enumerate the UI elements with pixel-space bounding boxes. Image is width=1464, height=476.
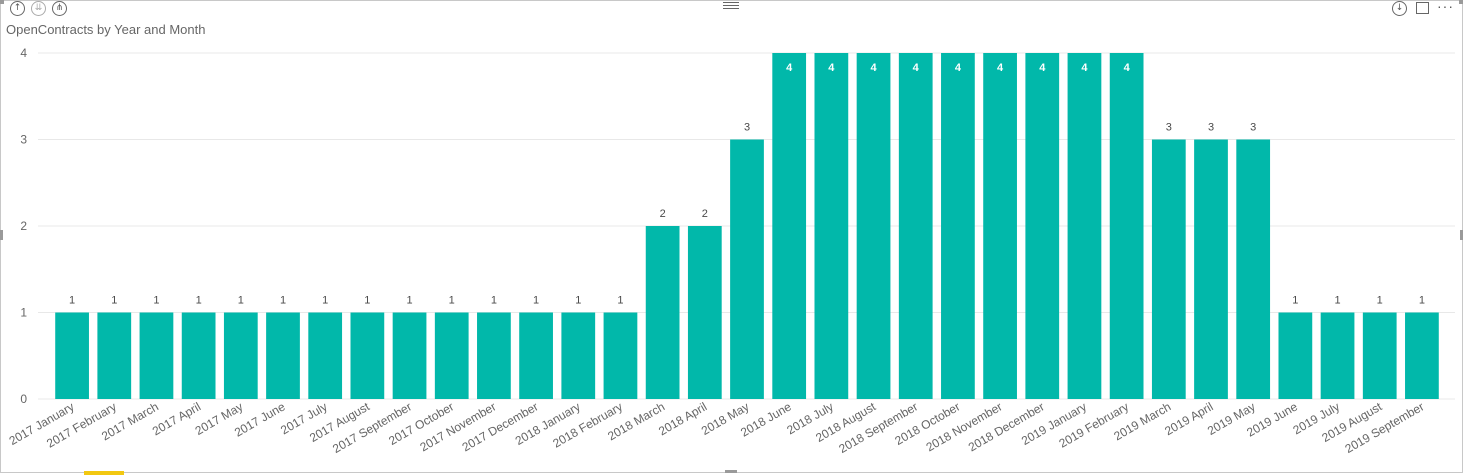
bar: [983, 53, 1017, 399]
data-label: 3: [1250, 122, 1256, 134]
chart-title: OpenContracts by Year and Month: [6, 22, 206, 37]
data-label: 1: [617, 295, 623, 307]
bar: [1151, 139, 1186, 399]
drag-grip-icon[interactable]: [723, 2, 739, 10]
y-tick-label: 2: [20, 219, 27, 233]
bar: [687, 226, 722, 399]
data-label: 4: [955, 62, 962, 74]
data-label: 1: [111, 295, 117, 307]
y-tick-label: 1: [20, 306, 27, 320]
bar: [1320, 312, 1355, 399]
bar: [477, 312, 511, 399]
data-label: 1: [491, 295, 497, 307]
bar: [350, 312, 385, 399]
more-options-icon[interactable]: ···: [1437, 0, 1454, 14]
visual-header: ↑ ⇊ ⋔ ↓ ···: [1, 0, 1464, 19]
bar: [1405, 312, 1439, 399]
bar: [603, 312, 638, 399]
data-label: 1: [575, 295, 581, 307]
bar: [730, 139, 764, 399]
y-tick-label: 0: [20, 392, 27, 406]
bar: [55, 312, 89, 399]
bar: [772, 53, 807, 399]
bar: [266, 312, 300, 399]
y-tick-label: 4: [20, 46, 27, 60]
bar: [308, 312, 343, 399]
data-label: 1: [196, 295, 202, 307]
bar: [434, 312, 469, 399]
bar: [1194, 139, 1228, 399]
arrow-up-icon: ↑: [13, 3, 22, 13]
data-label: 2: [702, 208, 708, 220]
bar: [1067, 53, 1102, 399]
data-label: 3: [1166, 122, 1172, 134]
data-label: 1: [1334, 295, 1340, 307]
bar: [1236, 139, 1271, 399]
data-label: 1: [1292, 295, 1298, 307]
data-label: 1: [364, 295, 370, 307]
double-arrow-down-icon: ⇊: [34, 3, 43, 13]
x-tick-label: 2019 April: [1162, 399, 1215, 438]
page-tab-indicator: [84, 471, 124, 475]
bar: [139, 312, 174, 399]
data-label: 1: [238, 295, 244, 307]
data-label: 4: [870, 62, 877, 74]
data-label: 1: [280, 295, 286, 307]
expand-hierarchy-button[interactable]: ⋔: [52, 1, 67, 16]
resize-handle-top-right[interactable]: [1459, 0, 1463, 4]
data-label: 1: [533, 295, 539, 307]
bar: [97, 312, 132, 399]
drill-mode-button[interactable]: ↓: [1392, 1, 1407, 16]
data-label: 4: [786, 62, 793, 74]
bar: [392, 312, 427, 399]
data-label: 1: [69, 295, 75, 307]
bar: [1278, 312, 1313, 399]
bar: [561, 312, 596, 399]
data-label: 4: [1039, 62, 1046, 74]
data-label: 1: [449, 295, 455, 307]
x-tick-label: 2018 April: [656, 399, 709, 438]
bar: [181, 312, 216, 399]
bar: [645, 226, 680, 399]
data-label: 1: [322, 295, 328, 307]
data-label: 4: [997, 62, 1004, 74]
data-label: 4: [1081, 62, 1088, 74]
drill-up-button[interactable]: ↑: [10, 1, 25, 16]
arrow-down-icon: ↓: [1395, 3, 1404, 13]
data-label: 1: [153, 295, 159, 307]
y-tick-label: 3: [20, 133, 27, 147]
bar: [898, 53, 933, 399]
bar: [941, 53, 975, 399]
resize-handle-right[interactable]: [1460, 230, 1463, 240]
focus-mode-icon[interactable]: [1416, 2, 1429, 14]
data-label: 3: [744, 122, 750, 134]
drill-down-all-button[interactable]: ⇊: [31, 1, 46, 16]
data-label: 1: [1377, 295, 1383, 307]
bar: [1109, 53, 1144, 399]
resize-handle-top-left[interactable]: [0, 0, 4, 4]
bar: [1025, 53, 1060, 399]
bar: [1362, 312, 1397, 399]
bar: [223, 312, 258, 399]
data-label: 1: [406, 295, 412, 307]
bar: [519, 312, 553, 399]
bar: [814, 53, 849, 399]
data-label: 1: [1419, 295, 1425, 307]
data-label: 4: [913, 62, 920, 74]
resize-handle-left[interactable]: [0, 230, 3, 240]
data-label: 4: [1124, 62, 1131, 74]
bar: [856, 53, 891, 399]
resize-handle-bottom[interactable]: [725, 470, 737, 473]
data-label: 3: [1208, 122, 1214, 134]
x-tick-label: 2017 April: [150, 399, 203, 438]
data-label: 4: [828, 62, 835, 74]
fork-down-icon: ⋔: [55, 3, 64, 13]
data-label: 2: [660, 208, 666, 220]
